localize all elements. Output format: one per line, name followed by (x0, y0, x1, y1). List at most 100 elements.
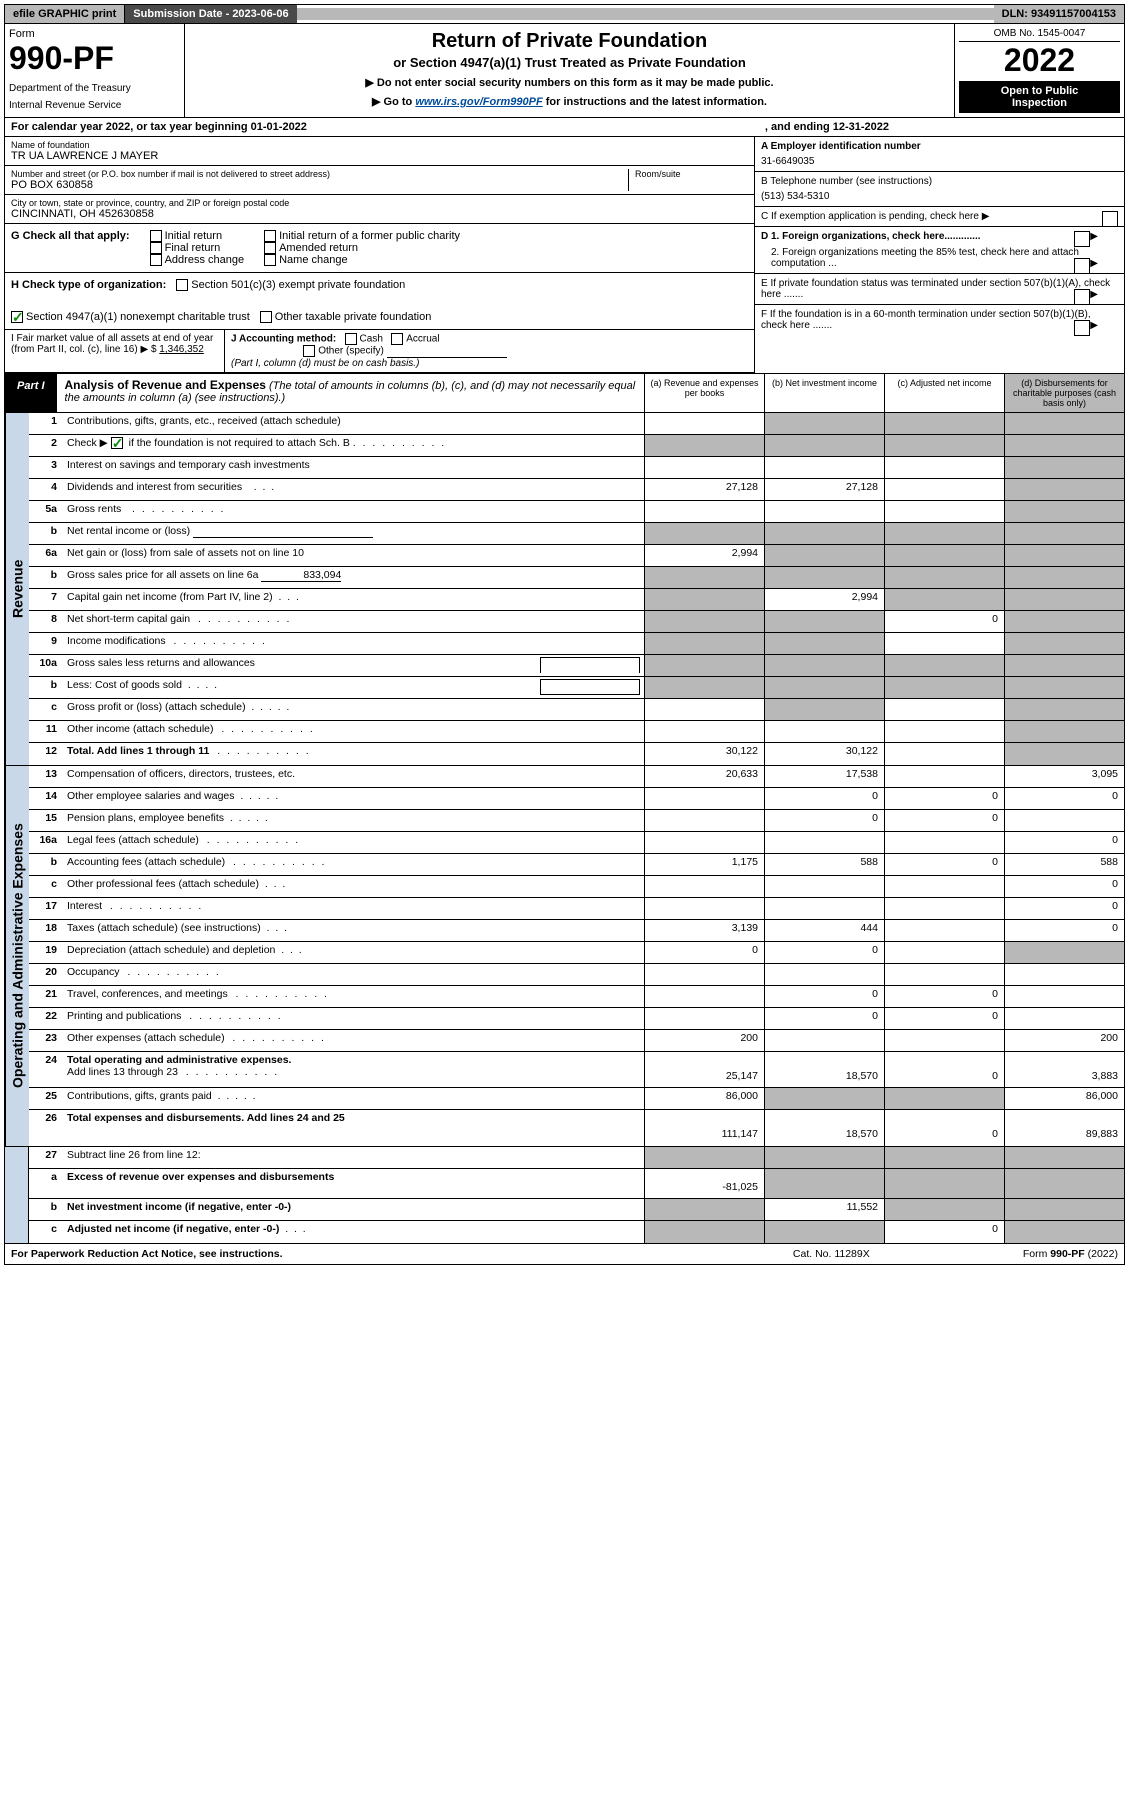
row-6b: bGross sales price for all assets on lin… (29, 567, 1124, 589)
topbar-spacer (297, 8, 994, 20)
city-value: CINCINNATI, OH 452630858 (11, 208, 748, 220)
a-label: A Employer identification number (761, 141, 921, 152)
open-line1: Open to Public (963, 85, 1116, 97)
checkbox-4947a1[interactable] (11, 311, 23, 323)
checkbox-name-change[interactable] (264, 254, 276, 266)
col-d-header: (d) Disbursements for charitable purpose… (1004, 374, 1124, 412)
fmv-value: 1,346,352 (159, 344, 204, 355)
c-label: C If exemption application is pending, c… (761, 211, 979, 222)
footer-left: For Paperwork Reduction Act Notice, see … (11, 1248, 283, 1260)
r6b-v: 833,094 (261, 569, 341, 582)
checkbox-d1[interactable] (1074, 231, 1090, 247)
row-1: 1Contributions, gifts, grants, etc., rec… (29, 413, 1124, 435)
row-27: 27Subtract line 26 from line 12: (29, 1147, 1124, 1169)
header-mid: Return of Private Foundation or Section … (185, 24, 954, 117)
part1-title-bold: Analysis of Revenue and Expenses (65, 378, 266, 392)
checkbox-c[interactable] (1102, 211, 1118, 227)
row-16b: bAccounting fees (attach schedule) 1,175… (29, 854, 1124, 876)
row-4: 4Dividends and interest from securities … (29, 479, 1124, 501)
dln-label: DLN: 93491157004153 (994, 5, 1124, 23)
row-5b: bNet rental income or (loss) (29, 523, 1124, 545)
row-8: 8Net short-term capital gain 0 (29, 611, 1124, 633)
col-b-header: (b) Net investment income (764, 374, 884, 412)
summary-table: 27Subtract line 26 from line 12: aExcess… (4, 1147, 1125, 1244)
revenue-vtab: Revenue (5, 413, 29, 765)
form-title: Return of Private Foundation (191, 30, 948, 53)
f-cell: F If the foundation is in a 60-month ter… (755, 305, 1124, 335)
header-right: OMB No. 1545-0047 2022 Open to Public In… (954, 24, 1124, 117)
row-20: 20Occupancy (29, 964, 1124, 986)
expenses-vtab: Operating and Administrative Expenses (5, 766, 29, 1146)
form-header: Form 990-PF Department of the Treasury I… (4, 24, 1125, 118)
checkbox-accrual[interactable] (391, 333, 403, 345)
row-16a: 16aLegal fees (attach schedule) 0 (29, 832, 1124, 854)
info-left: Name of foundation TR UA LAWRENCE J MAYE… (5, 137, 754, 373)
irs-link[interactable]: www.irs.gov/Form990PF (415, 96, 542, 108)
row-23: 23Other expenses (attach schedule) 20020… (29, 1030, 1124, 1052)
room-label: Room/suite (635, 169, 748, 179)
form-page: efile GRAPHIC print Submission Date - 20… (0, 0, 1129, 1269)
row-21: 21Travel, conferences, and meetings 00 (29, 986, 1124, 1008)
checkbox-f[interactable] (1074, 320, 1090, 336)
checkbox-final-return[interactable] (150, 242, 162, 254)
r6a-a: 2,994 (644, 545, 764, 566)
i-j-row: I Fair market value of all assets at end… (5, 330, 754, 373)
form-word: Form (9, 28, 180, 40)
row-10b: bLess: Cost of goods sold . . . . (29, 677, 1124, 699)
checkbox-schb[interactable] (111, 437, 123, 449)
header-left: Form 990-PF Department of the Treasury I… (5, 24, 185, 117)
row-11: 11Other income (attach schedule) (29, 721, 1124, 743)
g-opt-3: Amended return (279, 242, 358, 254)
r12-b: 30,122 (764, 743, 884, 765)
checkbox-other-taxable[interactable] (260, 311, 272, 323)
efile-print-button[interactable]: efile GRAPHIC print (5, 5, 125, 23)
checkbox-initial-former[interactable] (264, 230, 276, 242)
col-a-header: (a) Revenue and expenses per books (644, 374, 764, 412)
h-label: H Check type of organization: (11, 279, 166, 291)
row-27b: bNet investment income (if negative, ent… (29, 1199, 1124, 1221)
h-check-row: H Check type of organization: Section 50… (5, 273, 754, 330)
row-7: 7Capital gain net income (from Part IV, … (29, 589, 1124, 611)
cal-pre: For calendar year 2022, or tax year begi… (11, 121, 307, 133)
g-opt-2: Final return (165, 242, 221, 254)
checkbox-501c3[interactable] (176, 279, 188, 291)
g-opt-0: Initial return (165, 230, 222, 242)
open-to-public: Open to Public Inspection (959, 81, 1120, 113)
row-17: 17Interest 0 (29, 898, 1124, 920)
row-16c: cOther professional fees (attach schedul… (29, 876, 1124, 898)
info-right: A Employer identification number 31-6649… (754, 137, 1124, 373)
checkbox-e[interactable] (1074, 289, 1090, 305)
addr-label: Number and street (or P.O. box number if… (11, 169, 628, 179)
d-cell: D 1. Foreign organizations, check here..… (755, 227, 1124, 274)
row-26: 26Total expenses and disbursements. Add … (29, 1110, 1124, 1146)
h-opt-1: Section 501(c)(3) exempt private foundat… (191, 279, 405, 291)
row-6a: 6aNet gain or (loss) from sale of assets… (29, 545, 1124, 567)
footer-mid: Cat. No. 11289X (793, 1248, 870, 1260)
checkbox-cash[interactable] (345, 333, 357, 345)
row-9: 9Income modifications (29, 633, 1124, 655)
checkbox-initial-return[interactable] (150, 230, 162, 242)
name-cell: Name of foundation TR UA LAWRENCE J MAYE… (5, 137, 754, 166)
j-label: J Accounting method: (231, 334, 336, 345)
row-24: 24Total operating and administrative exp… (29, 1052, 1124, 1088)
checkbox-d2[interactable] (1074, 258, 1090, 274)
city-cell: City or town, state or province, country… (5, 195, 754, 224)
checkbox-amended[interactable] (264, 242, 276, 254)
expenses-rows: 13Compensation of officers, directors, t… (29, 766, 1124, 1146)
row-14: 14Other employee salaries and wages . . … (29, 788, 1124, 810)
revenue-table: Revenue 1Contributions, gifts, grants, e… (4, 413, 1125, 766)
row-5a: 5aGross rents (29, 501, 1124, 523)
i-cell: I Fair market value of all assets at end… (5, 330, 225, 372)
checkbox-address-change[interactable] (150, 254, 162, 266)
row-3: 3Interest on savings and temporary cash … (29, 457, 1124, 479)
g-opt-5: Name change (279, 254, 348, 266)
j-note: (Part I, column (d) must be on cash basi… (231, 358, 419, 369)
row-22: 22Printing and publications 00 (29, 1008, 1124, 1030)
summary-vtab (5, 1147, 29, 1243)
name-label: Name of foundation (11, 140, 748, 150)
row-18: 18Taxes (attach schedule) (see instructi… (29, 920, 1124, 942)
city-label: City or town, state or province, country… (11, 198, 748, 208)
d2-label: 2. Foreign organizations meeting the 85%… (771, 247, 1079, 269)
row-25: 25Contributions, gifts, grants paid . . … (29, 1088, 1124, 1110)
checkbox-other-method[interactable] (303, 345, 315, 357)
